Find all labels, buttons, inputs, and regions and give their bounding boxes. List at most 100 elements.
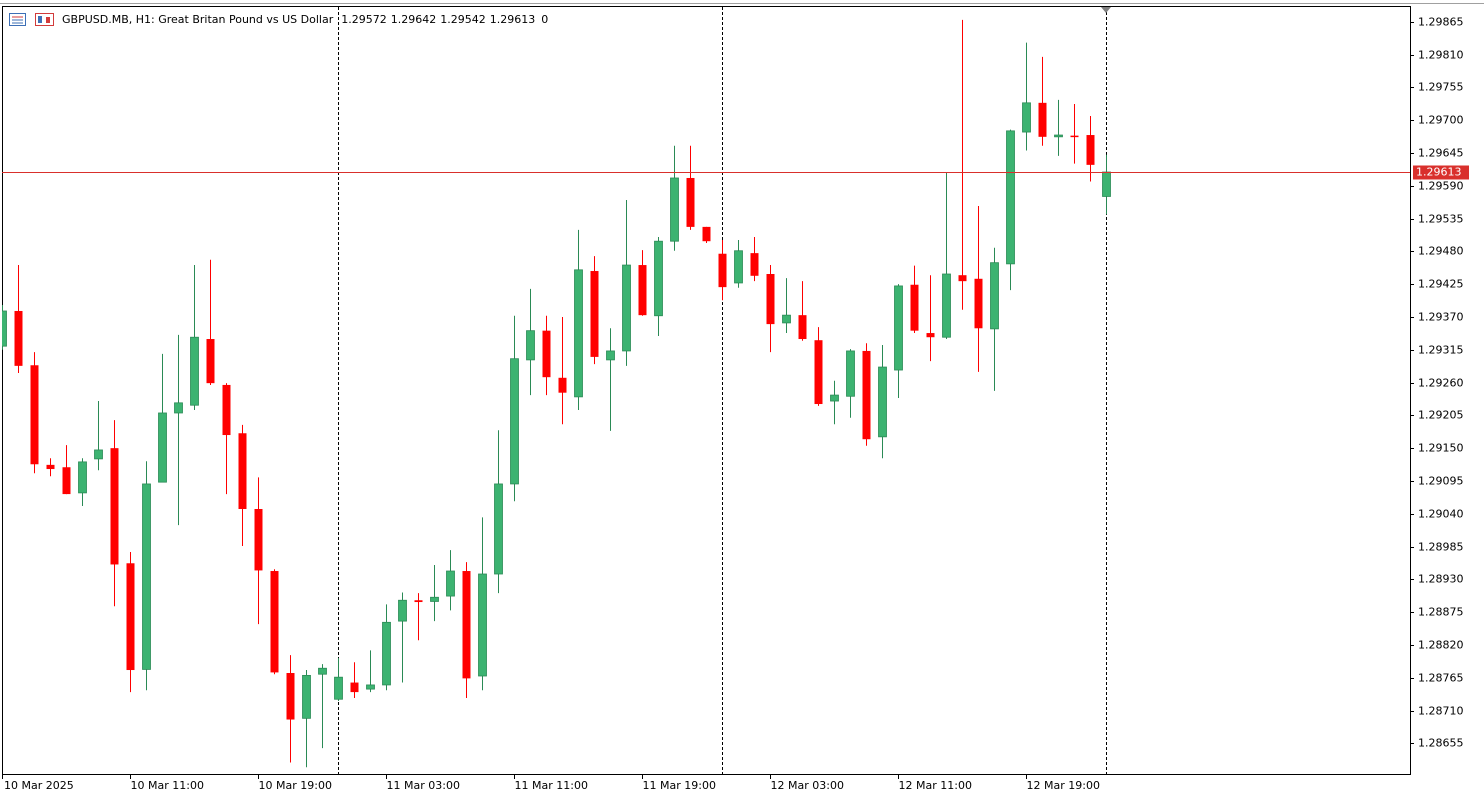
- candle-body: [654, 240, 663, 317]
- header-high: 1.29642: [391, 13, 437, 26]
- candle-body: [398, 599, 407, 622]
- y-tick-label: 1.29260: [1418, 377, 1464, 390]
- y-tick-label: 1.28930: [1418, 573, 1464, 586]
- candle-body: [318, 667, 327, 675]
- candle-body: [478, 573, 487, 677]
- candle-body: [510, 358, 519, 485]
- candle-body: [590, 271, 599, 357]
- y-tick-label: 1.29810: [1418, 49, 1464, 62]
- candle-body: [638, 265, 647, 316]
- candle-body: [78, 461, 87, 494]
- candle-body: [254, 508, 263, 571]
- price-label-bg: [1413, 165, 1469, 180]
- y-tick-label: 1.29040: [1418, 508, 1464, 521]
- candle-body: [14, 310, 23, 366]
- candle-body: [574, 269, 583, 398]
- candle-body: [302, 674, 311, 719]
- y-tick-label: 1.29645: [1418, 147, 1464, 160]
- candle-body: [974, 278, 983, 329]
- candles: [2, 19, 1111, 768]
- y-tick-label: 1.29865: [1418, 16, 1464, 29]
- header-low: 1.29542: [440, 13, 486, 26]
- candle-body: [718, 253, 727, 288]
- candle-body: [1102, 171, 1111, 197]
- candle-body: [1054, 134, 1063, 138]
- candle-body: [862, 350, 871, 440]
- candle-body: [1070, 135, 1079, 138]
- x-tick-label: 12 Mar 11:00: [899, 779, 972, 792]
- candle-body: [174, 402, 183, 414]
- candle-body: [782, 314, 791, 324]
- candle-body: [734, 250, 743, 284]
- candle-body: [942, 273, 951, 338]
- candle-body: [1086, 135, 1095, 165]
- candle-body: [158, 412, 167, 483]
- candle-body: [2, 310, 7, 347]
- price-label: 1.29613: [1416, 166, 1462, 179]
- candle-body: [94, 449, 103, 460]
- x-tick-label: 12 Mar 19:00: [1027, 779, 1100, 792]
- y-tick-label: 1.29535: [1418, 213, 1464, 226]
- candle-body: [622, 264, 631, 352]
- candle-body: [382, 621, 391, 686]
- candle-body: [558, 377, 567, 393]
- candle-body: [334, 676, 343, 700]
- x-tick-label: 11 Mar 11:00: [515, 779, 588, 792]
- candle-body: [110, 448, 119, 565]
- candle-body: [606, 350, 615, 361]
- y-tick-label: 1.29425: [1418, 278, 1464, 291]
- y-tick-label: 1.28875: [1418, 606, 1464, 619]
- y-tick-label: 1.29150: [1418, 442, 1464, 455]
- y-tick-label: 1.29480: [1418, 245, 1464, 258]
- candle-body: [206, 339, 215, 384]
- y-tick-label: 1.29755: [1418, 81, 1464, 94]
- candle-body: [670, 177, 679, 242]
- candle-body: [494, 483, 503, 575]
- header-spread: 0: [541, 13, 548, 26]
- candle-body: [1038, 102, 1047, 137]
- candle-body: [526, 330, 535, 361]
- shift-marker: [1101, 7, 1111, 13]
- candle-body: [350, 682, 359, 693]
- y-tick-label: 1.28765: [1418, 672, 1464, 685]
- candle-body: [814, 340, 823, 405]
- y-tick-label: 1.29315: [1418, 344, 1464, 357]
- y-tick-label: 1.28655: [1418, 737, 1464, 750]
- x-tick-label: 11 Mar 19:00: [643, 779, 716, 792]
- candle-body: [958, 275, 967, 282]
- header-close: 1.29613: [490, 13, 536, 26]
- candle-body: [446, 570, 455, 597]
- candle-body: [910, 284, 919, 331]
- candle-body: [286, 673, 295, 720]
- candle-body: [30, 365, 39, 465]
- candle-body: [270, 571, 279, 673]
- candle-body: [414, 600, 423, 603]
- y-tick-label: 1.29700: [1418, 114, 1464, 127]
- y-tick-label: 1.29590: [1418, 180, 1464, 193]
- candle-body: [878, 366, 887, 438]
- candle-body: [798, 315, 807, 340]
- candle-body: [766, 274, 775, 325]
- candle-body: [46, 464, 55, 470]
- candle-body: [686, 177, 695, 227]
- y-tick-label: 1.28985: [1418, 541, 1464, 554]
- candle-body: [990, 262, 999, 330]
- candle-body: [926, 333, 935, 338]
- chart-title: GBPUSD.MB, H1: Great Britan Pound vs US …: [62, 13, 334, 26]
- x-tick-label: 12 Mar 03:00: [771, 779, 844, 792]
- header-open: 1.29572: [341, 13, 387, 26]
- candle-body: [222, 384, 231, 436]
- candle-body: [1006, 130, 1015, 265]
- candle-body: [1022, 102, 1031, 133]
- candle-body: [430, 596, 439, 602]
- candle-body: [542, 330, 551, 378]
- candle-body: [462, 571, 471, 679]
- header-icons: [9, 13, 54, 26]
- y-tick-label: 1.28710: [1418, 705, 1464, 718]
- candle-body: [702, 226, 711, 242]
- y-tick-label: 1.28820: [1418, 639, 1464, 652]
- candle-body: [750, 253, 759, 276]
- candle-body: [894, 285, 903, 371]
- candle-body: [238, 433, 247, 509]
